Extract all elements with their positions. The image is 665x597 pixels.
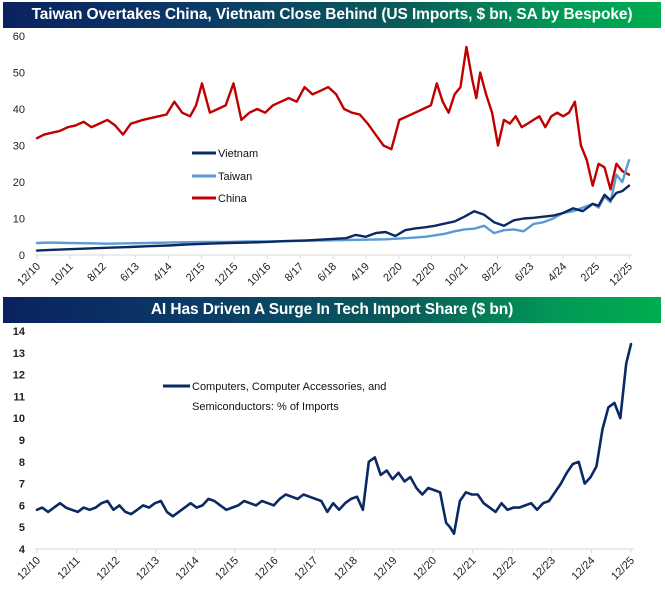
chart1-y-axis: 0 10 20 30 40 50 60 xyxy=(13,31,25,262)
x-tick-label: 12/11 xyxy=(55,555,82,582)
x-tick-label: 12/20 xyxy=(410,261,438,289)
x-tick-label: 2/20 xyxy=(381,261,405,285)
x-tick-label: 4/19 xyxy=(348,261,372,285)
chart1-title: Taiwan Overtakes China, Vietnam Close Be… xyxy=(3,2,661,28)
chart2-y-axis: 4 5 6 7 8 9 10 11 12 13 14 xyxy=(13,326,26,556)
legend-label-taiwan: Taiwan xyxy=(218,171,252,183)
x-tick-label: 12/21 xyxy=(451,555,479,583)
series-line-vietnam xyxy=(35,184,631,252)
x-tick-label: 2/15 xyxy=(184,261,208,285)
chart2-series xyxy=(35,342,633,536)
x-tick-label: 12/12 xyxy=(94,555,122,583)
x-tick-label: 12/23 xyxy=(530,555,558,583)
chart1-series xyxy=(35,45,631,252)
y-tick-label: 9 xyxy=(19,435,25,447)
x-tick-label: 12/22 xyxy=(490,555,518,583)
x-tick-label: 6/23 xyxy=(513,261,537,285)
x-tick-label: 2/25 xyxy=(579,261,603,285)
y-tick-label: 10 xyxy=(13,413,25,425)
x-tick-label: 12/20 xyxy=(411,555,439,583)
legend-label-china: China xyxy=(218,193,248,205)
y-tick-label: 50 xyxy=(13,68,25,80)
x-tick-label: 12/10 xyxy=(15,261,43,289)
chart1-trade-imports: 0 10 20 30 40 50 60 12/10 10/11 8/12 6/13 4/14 2/15… xyxy=(13,31,635,289)
y-tick-label: 6 xyxy=(19,500,25,512)
legend-label-tech-line2: Semiconductors: % of Imports xyxy=(192,401,339,413)
y-tick-label: 7 xyxy=(19,479,25,491)
x-tick-label: 8/17 xyxy=(283,261,307,285)
chart2-x-axis: 12/10 12/11 12/12 12/13 12/14 12/15 12/16 12/17… xyxy=(15,548,637,583)
y-tick-label: 8 xyxy=(19,457,25,469)
x-tick-label: 12/24 xyxy=(570,555,598,583)
y-tick-label: 60 xyxy=(13,31,25,43)
y-tick-label: 0 xyxy=(19,250,25,262)
chart1-legend: Vietnam Taiwan China xyxy=(192,148,258,205)
y-tick-label: 5 xyxy=(19,522,25,534)
x-tick-label: 12/15 xyxy=(213,555,241,583)
series-line-computers-computer xyxy=(35,342,633,536)
x-tick-label: 8/12 xyxy=(85,261,109,285)
x-tick-label: 4/24 xyxy=(546,261,570,285)
x-tick-label: 12/17 xyxy=(292,555,320,583)
series-line-taiwan xyxy=(35,158,631,245)
legend-label-tech-line1: Computers, Computer Accessories, and xyxy=(192,381,386,393)
x-tick-label: 6/13 xyxy=(118,261,142,285)
y-tick-label: 40 xyxy=(13,104,25,116)
series-line-china xyxy=(35,45,631,191)
y-tick-label: 13 xyxy=(13,348,25,360)
y-tick-label: 11 xyxy=(13,391,25,403)
x-tick-label: 12/25 xyxy=(607,261,635,289)
x-tick-label: 6/18 xyxy=(315,261,339,285)
x-tick-label: 12/19 xyxy=(372,555,400,583)
chart2-legend: Computers, Computer Accessories, and Sem… xyxy=(163,381,386,413)
x-tick-label: 12/13 xyxy=(134,555,162,583)
x-tick-label: 12/25 xyxy=(609,555,637,583)
x-tick-label: 12/18 xyxy=(332,555,360,583)
x-tick-label: 12/10 xyxy=(15,555,43,583)
chart1-x-axis: 12/10 10/11 8/12 6/13 4/14 2/15 12/15 10/16 8/17… xyxy=(15,254,635,289)
y-tick-label: 4 xyxy=(19,544,26,556)
y-tick-label: 12 xyxy=(13,370,25,382)
y-tick-label: 20 xyxy=(13,177,25,189)
y-tick-label: 10 xyxy=(13,214,25,226)
x-tick-label: 8/22 xyxy=(480,261,504,285)
x-tick-label: 10/21 xyxy=(443,261,471,289)
x-tick-label: 10/16 xyxy=(245,261,273,289)
y-tick-label: 14 xyxy=(13,326,26,338)
chart2-title: AI Has Driven A Surge In Tech Import Sha… xyxy=(3,297,661,323)
legend-label-vietnam: Vietnam xyxy=(218,148,258,160)
x-tick-label: 12/14 xyxy=(174,555,202,583)
x-tick-label: 4/14 xyxy=(151,261,175,285)
x-tick-label: 12/15 xyxy=(213,261,241,289)
x-tick-label: 12/16 xyxy=(253,555,281,583)
x-tick-label: 10/11 xyxy=(49,261,76,288)
y-tick-label: 30 xyxy=(13,141,25,153)
